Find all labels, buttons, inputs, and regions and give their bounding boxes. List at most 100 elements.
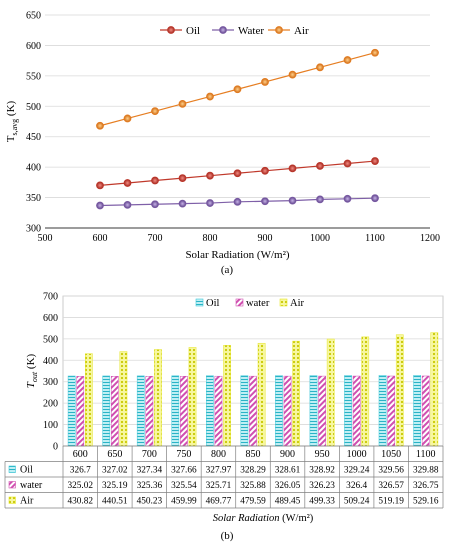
y-tick-label: 300 — [43, 377, 58, 388]
data-label: 328.29 — [240, 466, 266, 476]
legend-label: Oil — [206, 298, 220, 309]
y-tick-label: 600 — [26, 41, 41, 52]
data-label: 499.33 — [309, 497, 335, 507]
data-label: 509.24 — [344, 497, 370, 507]
y-tick-label: 500 — [43, 334, 58, 345]
bar-chart-with-table: 0 100 200 300 400 500 600 700 Tout (K) Oil water Ai… — [4, 292, 444, 524]
category-label: 900 — [280, 449, 295, 460]
legend-label: Water — [238, 25, 264, 37]
y-tick-label: 650 — [26, 11, 41, 22]
data-label: 329.88 — [413, 466, 439, 476]
data-point — [371, 157, 379, 165]
y-axis-label: Ts,avg (K) — [5, 100, 19, 142]
category-label: 800 — [211, 449, 226, 460]
data-label: 329.56 — [378, 466, 404, 476]
x-tick-label: 700 — [148, 233, 163, 244]
table-series-name: water — [20, 480, 43, 491]
data-label: 529.16 — [413, 497, 439, 507]
data-point — [151, 107, 159, 116]
legend-swatch — [195, 298, 204, 307]
category-label: 750 — [176, 449, 191, 460]
bar-oil — [136, 375, 145, 447]
category-label: 950 — [315, 449, 330, 460]
y-tick-label: 600 — [43, 313, 58, 324]
data-label: 329.24 — [344, 466, 370, 476]
data-label: 479.59 — [240, 497, 266, 507]
x-tick-label: 600 — [93, 233, 108, 244]
x-axis-label: Solar Radiation (W/m²) — [213, 513, 314, 524]
data-label: 325.54 — [171, 481, 197, 491]
data-label: 326.05 — [275, 481, 301, 491]
data-label: 327.02 — [102, 466, 128, 476]
bar-air — [326, 338, 335, 447]
data-label: 489.45 — [275, 497, 301, 507]
caption-b: (b) — [220, 530, 234, 542]
legend-marker — [275, 26, 283, 34]
x-tick-label: 1100 — [365, 233, 385, 244]
data-point — [288, 70, 297, 79]
data-point — [261, 78, 269, 86]
bar-air — [292, 340, 300, 447]
y-tick-label: 400 — [43, 356, 58, 367]
data-point — [151, 200, 159, 209]
caption-a: (a) — [220, 264, 234, 276]
data-label: 327.66 — [171, 466, 197, 476]
bar-air — [395, 334, 404, 447]
bar-oil — [413, 375, 421, 447]
data-point — [288, 196, 297, 205]
data-label: 327.34 — [137, 466, 163, 476]
data-label: 325.71 — [206, 481, 232, 491]
category-label: 1000 — [347, 449, 367, 460]
y-tick-label: 300 — [26, 224, 41, 235]
data-point — [178, 174, 187, 182]
bar-water — [283, 375, 292, 447]
table-legend-key — [8, 481, 16, 489]
data-point — [123, 114, 132, 123]
table-series-name: Air — [20, 496, 34, 507]
bar-water — [387, 375, 396, 447]
category-label: 600 — [73, 449, 88, 460]
y-tick-label: 500 — [26, 102, 41, 113]
y-tick-label: 700 — [43, 292, 58, 303]
bar-air — [119, 351, 128, 447]
legend-label: Air — [294, 25, 309, 37]
data-point — [96, 201, 104, 210]
y-tick-label: 100 — [43, 420, 58, 431]
legend-swatch — [279, 298, 288, 307]
bar-water — [421, 375, 430, 447]
bar-air — [361, 336, 370, 447]
bar-air — [223, 345, 231, 447]
bar-water — [76, 376, 85, 447]
bar-water — [180, 375, 188, 447]
data-point — [123, 179, 132, 187]
data-point — [316, 162, 324, 170]
data-label: 326.75 — [413, 481, 439, 491]
data-point — [371, 48, 379, 57]
y-tick-label: 550 — [26, 71, 41, 82]
y-tick-label: 200 — [43, 399, 58, 410]
bar-water — [145, 376, 154, 447]
bar-oil — [102, 375, 111, 447]
bar-air — [154, 349, 162, 447]
legend-label: Air — [290, 298, 305, 309]
legend-label: Oil — [186, 25, 200, 37]
data-point — [233, 85, 242, 94]
data-point — [343, 159, 352, 168]
bar-water — [214, 375, 223, 447]
data-label: 440.51 — [102, 497, 128, 507]
data-point — [123, 200, 132, 209]
bar-oil — [206, 375, 214, 447]
data-point — [178, 99, 187, 108]
data-point — [96, 121, 104, 130]
legend-swatch — [235, 298, 244, 307]
category-label: 1100 — [416, 449, 436, 460]
y-tick-label: 0 — [53, 442, 58, 453]
bar-air — [85, 353, 93, 447]
bar-oil — [309, 375, 318, 447]
x-axis-label: Solar Radiation (W/m²) — [185, 249, 289, 261]
legend-label: water — [246, 298, 270, 309]
data-label: 325.88 — [240, 481, 266, 491]
data-point — [233, 169, 242, 178]
bar-oil — [67, 375, 76, 447]
